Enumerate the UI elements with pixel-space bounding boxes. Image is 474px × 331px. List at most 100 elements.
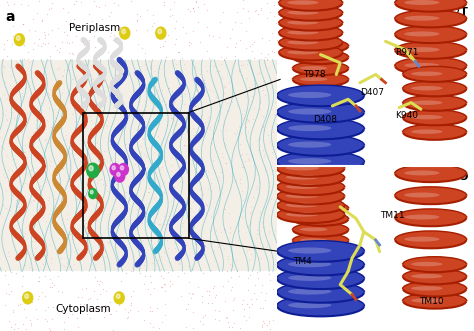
Point: [108, 63, 116, 68]
Point: [118, 262, 126, 267]
Point: [153, 211, 161, 216]
Point: [93, 216, 101, 221]
Point: [204, 300, 212, 305]
Point: [150, 149, 157, 155]
Point: [185, 39, 192, 44]
Text: L/T: L/T: [449, 7, 468, 17]
Point: [206, 126, 214, 132]
Point: [139, 238, 146, 243]
Point: [222, 315, 230, 320]
Point: [86, 11, 93, 17]
Point: [195, 249, 202, 255]
Point: [17, 228, 25, 233]
Point: [90, 76, 97, 82]
Point: [100, 77, 108, 83]
Point: [238, 165, 246, 170]
Point: [260, 320, 267, 325]
Point: [137, 149, 145, 155]
Point: [194, 19, 202, 24]
Point: [81, 42, 88, 48]
Ellipse shape: [403, 269, 466, 284]
Point: [179, 212, 187, 217]
Point: [66, 177, 73, 182]
Point: [64, 39, 71, 45]
Point: [35, 175, 43, 180]
Ellipse shape: [288, 109, 331, 115]
Point: [20, 197, 27, 203]
Circle shape: [158, 29, 162, 34]
Point: [48, 27, 55, 33]
Point: [214, 244, 222, 250]
Point: [245, 246, 253, 251]
Point: [218, 150, 226, 155]
Point: [158, 320, 165, 325]
Ellipse shape: [395, 26, 466, 43]
Point: [78, 0, 85, 5]
Point: [215, 35, 223, 40]
Point: [93, 54, 100, 59]
Point: [270, 111, 277, 117]
Point: [186, 8, 193, 13]
Point: [243, 249, 251, 254]
Point: [248, 302, 255, 307]
Point: [189, 5, 197, 11]
Point: [182, 325, 190, 330]
Point: [157, 254, 165, 259]
Point: [111, 89, 119, 94]
Point: [164, 246, 172, 251]
Point: [164, 123, 171, 128]
Point: [112, 145, 119, 150]
Point: [216, 317, 223, 322]
Point: [108, 186, 115, 191]
Point: [85, 185, 93, 191]
Point: [28, 179, 36, 185]
Point: [120, 107, 128, 112]
Circle shape: [89, 189, 97, 199]
Point: [244, 117, 251, 122]
Point: [92, 168, 100, 174]
Point: [70, 2, 77, 7]
Point: [83, 249, 91, 254]
Point: [264, 51, 272, 56]
Ellipse shape: [404, 0, 439, 5]
Point: [147, 280, 155, 285]
Point: [162, 312, 169, 318]
Point: [261, 92, 269, 97]
Point: [233, 102, 240, 108]
Point: [41, 274, 48, 279]
Point: [243, 28, 250, 33]
Point: [118, 164, 126, 169]
Point: [129, 223, 137, 229]
Point: [58, 263, 66, 268]
Point: [92, 86, 100, 92]
Point: [248, 49, 256, 54]
Point: [268, 48, 276, 54]
Point: [0, 202, 7, 208]
Point: [112, 182, 119, 187]
Point: [62, 18, 70, 24]
Point: [74, 226, 82, 232]
Point: [5, 253, 12, 259]
Point: [93, 180, 100, 185]
Point: [38, 247, 46, 252]
Point: [87, 125, 95, 131]
Point: [58, 39, 66, 44]
Point: [100, 47, 108, 52]
Point: [89, 18, 96, 24]
Point: [77, 185, 85, 191]
Point: [21, 230, 28, 235]
Point: [2, 187, 9, 193]
Point: [32, 306, 39, 311]
Ellipse shape: [403, 111, 466, 125]
Point: [18, 128, 26, 134]
Point: [210, 283, 218, 288]
Point: [146, 308, 154, 314]
Point: [96, 40, 103, 45]
Point: [100, 286, 107, 291]
Ellipse shape: [279, 26, 342, 40]
Point: [45, 93, 53, 98]
Point: [190, 199, 197, 204]
Point: [51, 122, 58, 127]
Ellipse shape: [287, 40, 319, 44]
Point: [24, 134, 32, 139]
